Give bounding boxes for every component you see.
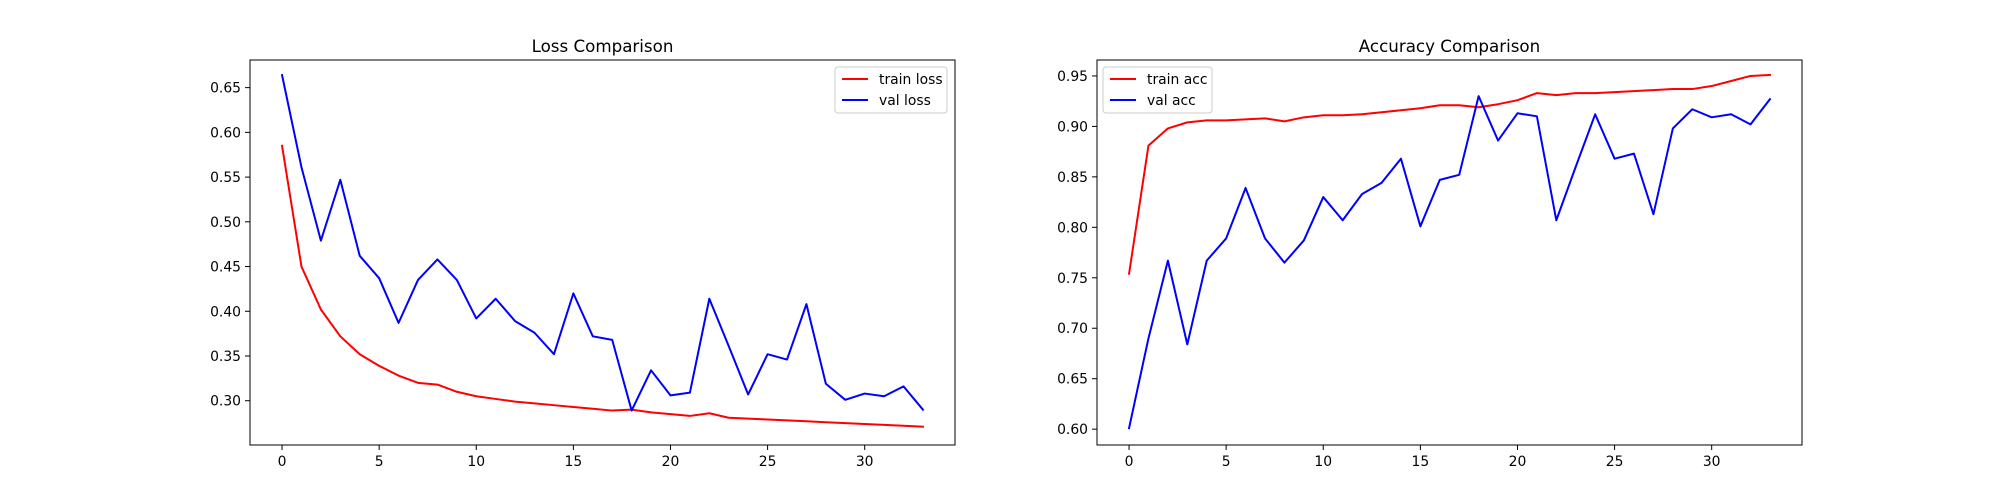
accuracy-series-line-train bbox=[1127, 73, 1772, 275]
loss-x-tick-label: 20 bbox=[662, 454, 680, 470]
loss-x-tick-label: 25 bbox=[759, 454, 777, 470]
loss-y-tick-label: 0.55 bbox=[210, 170, 241, 186]
loss-x-tick-label: 10 bbox=[467, 454, 485, 470]
accuracy-y-tick-label: 0.85 bbox=[1057, 170, 1088, 186]
loss-axes-frame bbox=[249, 59, 956, 446]
accuracy-y-tick-label: 0.80 bbox=[1057, 220, 1088, 236]
loss-series-line-val bbox=[280, 73, 925, 412]
loss-y-tick-label: 0.35 bbox=[210, 349, 241, 365]
loss-legend: train loss val loss bbox=[834, 66, 948, 114]
loss-chart: Loss Comparison 0 5 10 15 20 25 30 0.30 0.35 0.40… bbox=[210, 36, 956, 470]
loss-y-tick-label: 0.40 bbox=[210, 304, 241, 320]
accuracy-legend: train acc val acc bbox=[1102, 66, 1213, 114]
accuracy-y-tick-label: 0.75 bbox=[1057, 271, 1088, 287]
accuracy-x-tick-label: 20 bbox=[1509, 454, 1527, 470]
loss-chart-plot: 0 5 10 15 20 25 30 0.30 0.35 0.40 0.45 0.50 0.55 0.60… bbox=[210, 59, 956, 470]
accuracy-y-tick-label: 0.60 bbox=[1057, 422, 1088, 438]
accuracy-legend-val-label: val acc bbox=[1147, 93, 1196, 109]
accuracy-y-tick-label: 0.90 bbox=[1057, 119, 1088, 135]
accuracy-x-tick-label: 0 bbox=[1125, 454, 1134, 470]
loss-y-tick-label: 0.45 bbox=[210, 260, 241, 276]
accuracy-chart-title: Accuracy Comparison bbox=[1359, 36, 1540, 56]
loss-y-tick-label: 0.60 bbox=[210, 125, 241, 141]
accuracy-x-tick-label: 25 bbox=[1606, 454, 1624, 470]
accuracy-x-tick-label: 15 bbox=[1412, 454, 1430, 470]
accuracy-x-tick-label: 5 bbox=[1222, 454, 1231, 470]
loss-x-tick-label: 5 bbox=[375, 454, 384, 470]
accuracy-axes-frame bbox=[1096, 59, 1803, 446]
loss-y-tick-label: 0.30 bbox=[210, 394, 241, 410]
accuracy-y-tick-label: 0.95 bbox=[1057, 69, 1088, 85]
loss-x-tick-label: 15 bbox=[565, 454, 583, 470]
loss-legend-val-label: val loss bbox=[879, 93, 931, 109]
accuracy-x-tick-label: 10 bbox=[1314, 454, 1332, 470]
accuracy-chart: Accuracy Comparison 0 5 10 15 20 25 30 0.60 0.65… bbox=[1057, 36, 1803, 470]
accuracy-legend-train-label: train acc bbox=[1147, 72, 1208, 88]
loss-chart-title: Loss Comparison bbox=[532, 36, 674, 56]
loss-x-tick-label: 30 bbox=[856, 454, 874, 470]
loss-y-tick-label: 0.50 bbox=[210, 215, 241, 231]
accuracy-y-tick-label: 0.70 bbox=[1057, 321, 1088, 337]
loss-x-tick-label: 0 bbox=[278, 454, 287, 470]
accuracy-series-line-val bbox=[1127, 95, 1772, 430]
accuracy-chart-plot: 0 5 10 15 20 25 30 0.60 0.65 0.70 0.75 0.80 0.85 0.90… bbox=[1057, 59, 1803, 470]
accuracy-x-tick-label: 30 bbox=[1703, 454, 1721, 470]
accuracy-y-tick-label: 0.65 bbox=[1057, 372, 1088, 388]
loss-legend-train-label: train loss bbox=[879, 72, 943, 88]
loss-y-tick-label: 0.65 bbox=[210, 81, 241, 97]
loss-series-line-train bbox=[280, 144, 924, 428]
